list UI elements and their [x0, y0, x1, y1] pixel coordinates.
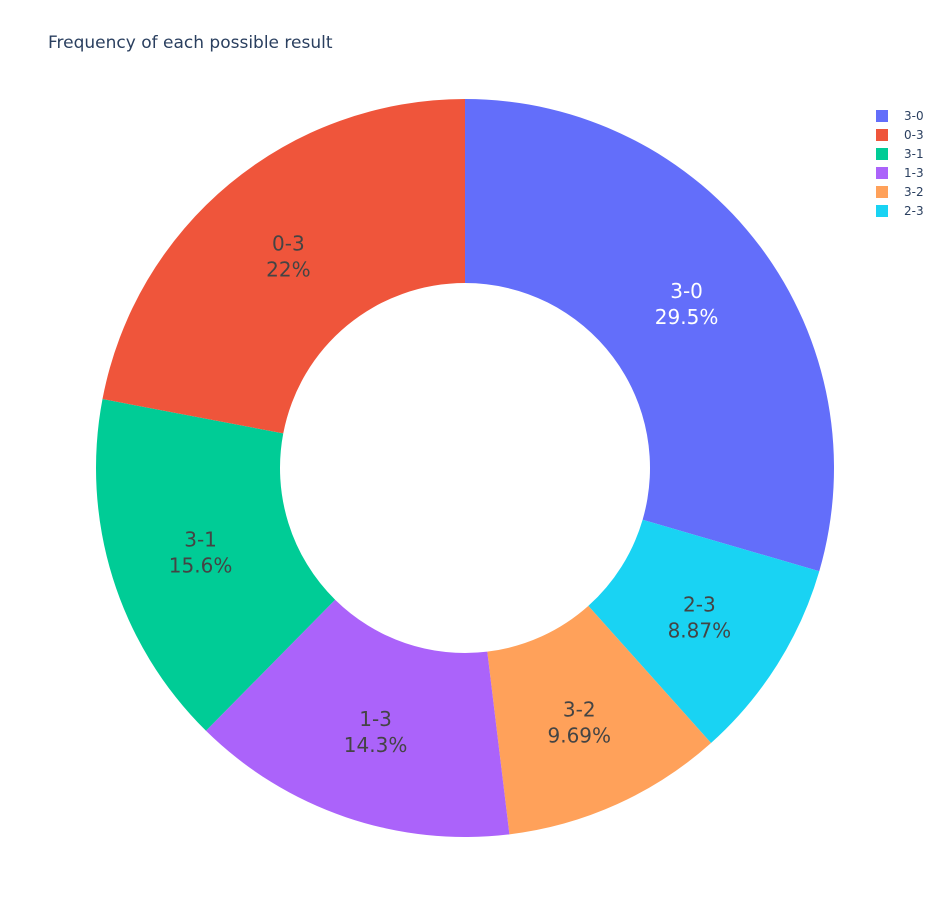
slice-percent-0-3: 22%: [266, 258, 310, 282]
legend-item-0-3[interactable]: 0-3: [876, 125, 924, 144]
legend-item-3-1[interactable]: 3-1: [876, 144, 924, 163]
legend-label: 3-1: [904, 146, 924, 161]
legend-swatch: [876, 166, 888, 179]
slice-label-3-0: 3-0: [670, 279, 703, 303]
legend-item-3-2[interactable]: 3-2: [876, 182, 924, 201]
legend-label: 3-0: [904, 108, 924, 123]
slice-label-0-3: 0-3: [272, 232, 305, 256]
slice-percent-3-0: 29.5%: [655, 305, 719, 329]
legend-label: 0-3: [904, 127, 924, 142]
legend-swatch: [876, 185, 888, 198]
legend-item-3-0[interactable]: 3-0: [876, 106, 924, 125]
donut-slice-0-3[interactable]: [102, 99, 466, 434]
donut-slice-2-3[interactable]: [588, 519, 820, 744]
legend-label: 3-2: [904, 184, 924, 199]
slice-label-1-3: 1-3: [359, 707, 392, 731]
slice-percent-1-3: 14.3%: [344, 733, 408, 757]
legend-item-1-3[interactable]: 1-3: [876, 163, 924, 182]
donut-slice-3-1[interactable]: [95, 399, 336, 731]
donut-slice-3-2[interactable]: [487, 605, 712, 835]
slice-label-3-1: 3-1: [184, 527, 217, 551]
slice-percent-3-1: 15.6%: [169, 553, 233, 577]
legend-swatch: [876, 147, 888, 160]
legend-item-2-3[interactable]: 2-3: [876, 201, 924, 220]
slice-percent-3-2: 9.69%: [547, 723, 611, 747]
slice-label-3-2: 3-2: [563, 697, 596, 721]
slice-percent-2-3: 8.87%: [668, 619, 732, 643]
legend-label: 1-3: [904, 165, 924, 180]
legend: 3-0 0-3 3-1 1-3 3-2 2-3: [876, 106, 924, 220]
legend-swatch: [876, 128, 888, 141]
legend-swatch: [876, 109, 888, 122]
donut-slice-3-0[interactable]: [465, 99, 834, 572]
legend-label: 2-3: [904, 203, 924, 218]
legend-swatch: [876, 204, 888, 217]
slice-label-2-3: 2-3: [683, 593, 716, 617]
donut-slice-1-3[interactable]: [205, 599, 510, 837]
chart-title: Frequency of each possible result: [48, 33, 333, 53]
